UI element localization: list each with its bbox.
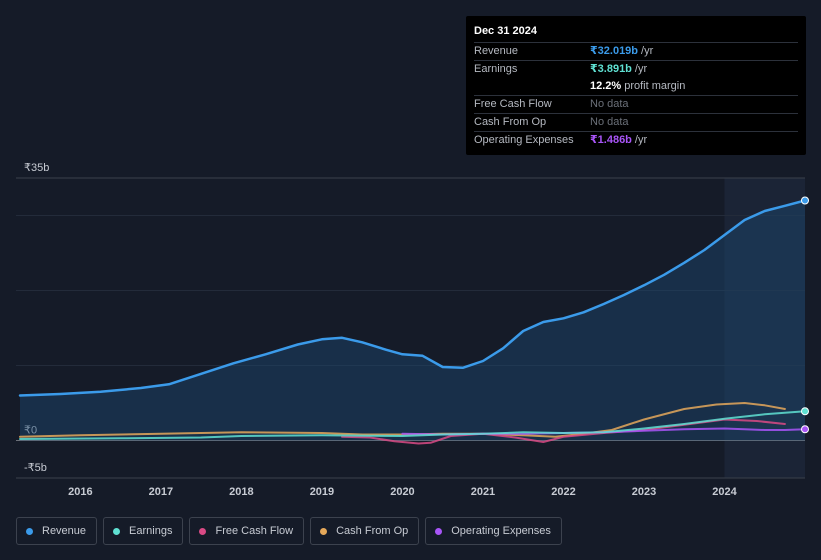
legend-label: Earnings	[129, 525, 173, 537]
revenue-end-marker	[801, 196, 809, 205]
chart-tooltip: Dec 31 2024 Revenue ₹32.019b /yr Earning…	[466, 16, 806, 155]
tooltip-unit: profit margin	[624, 80, 686, 92]
x-tick-label: 2017	[149, 486, 173, 498]
tooltip-label: Free Cash Flow	[474, 98, 552, 110]
tooltip-label	[474, 78, 590, 95]
y-tick-label: ₹0	[24, 425, 37, 437]
revenue-area	[20, 200, 805, 441]
tooltip-row-revenue: Revenue ₹32.019b /yr	[474, 42, 798, 60]
tooltip-value: 12.2%	[590, 80, 622, 92]
cash-from-op-line	[19, 402, 786, 438]
legend-dot-icon	[435, 527, 443, 535]
forecast-region	[724, 178, 805, 478]
tooltip-unit: /yr	[634, 134, 648, 146]
x-tick-label: 2020	[390, 486, 414, 498]
tooltip-value: ₹3.891b	[590, 63, 632, 75]
tooltip-label: Cash From Op	[474, 116, 547, 128]
tooltip-value: No data	[590, 116, 629, 128]
legend-item-free-cash-flow[interactable]: Free Cash Flow	[189, 517, 305, 545]
x-tick-label: 2018	[229, 486, 253, 498]
x-tick-label: 2024	[712, 486, 737, 498]
legend-dot-icon	[26, 527, 33, 535]
x-tick-label: 2016	[68, 486, 92, 498]
tooltip-value: No data	[590, 98, 629, 110]
tooltip-row-operating-expenses: Operating Expenses ₹1.486b /yr	[474, 131, 798, 149]
legend-item-earnings[interactable]: Earnings	[103, 517, 184, 545]
tooltip-row-cash-from-op: Cash From Op No data	[474, 113, 798, 131]
revenue-line	[18, 199, 807, 397]
x-tick-label: 2023	[632, 486, 656, 498]
legend-label: Cash From Op	[336, 525, 409, 537]
tooltip-label: Operating Expenses	[474, 134, 574, 146]
legend-item-operating-expenses[interactable]: Operating Expenses	[425, 517, 562, 545]
chart-legend: Revenue Earnings Free Cash Flow Cash Fro…	[16, 517, 562, 547]
y-tick-label: ₹35b	[24, 162, 49, 174]
y-tick-label: -₹5b	[24, 462, 47, 474]
x-tick-label: 2022	[551, 486, 575, 498]
tooltip-value: ₹32.019b	[590, 45, 639, 57]
tooltip-label: Revenue	[474, 45, 519, 57]
tooltip-unit: /yr	[641, 45, 654, 57]
tooltip-row-free-cash-flow: Free Cash Flow No data	[474, 95, 798, 113]
operating-expenses-end-marker	[801, 425, 809, 434]
legend-item-cash-from-op[interactable]: Cash From Op	[310, 517, 420, 545]
legend-dot-icon	[113, 527, 121, 535]
legend-dot-icon	[199, 527, 207, 535]
tooltip-row-earnings: Earnings ₹3.891b /yr	[474, 60, 798, 78]
earnings-end-marker	[801, 407, 809, 416]
legend-label: Operating Expenses	[451, 525, 551, 537]
x-tick-label: 2019	[310, 486, 334, 498]
x-tick-label: 2021	[471, 486, 495, 498]
earnings-line	[19, 410, 806, 440]
legend-label: Free Cash Flow	[215, 525, 294, 537]
tooltip-row-profit-margin: 12.2% profit margin	[474, 78, 798, 95]
legend-dot-icon	[320, 527, 328, 535]
tooltip-label: Earnings	[474, 63, 518, 75]
tooltip-unit: /yr	[634, 63, 648, 75]
legend-item-revenue[interactable]: Revenue	[16, 517, 98, 545]
tooltip-value: ₹1.486b	[590, 134, 632, 146]
tooltip-date: Dec 31 2024	[474, 25, 537, 37]
legend-label: Revenue	[42, 525, 87, 537]
